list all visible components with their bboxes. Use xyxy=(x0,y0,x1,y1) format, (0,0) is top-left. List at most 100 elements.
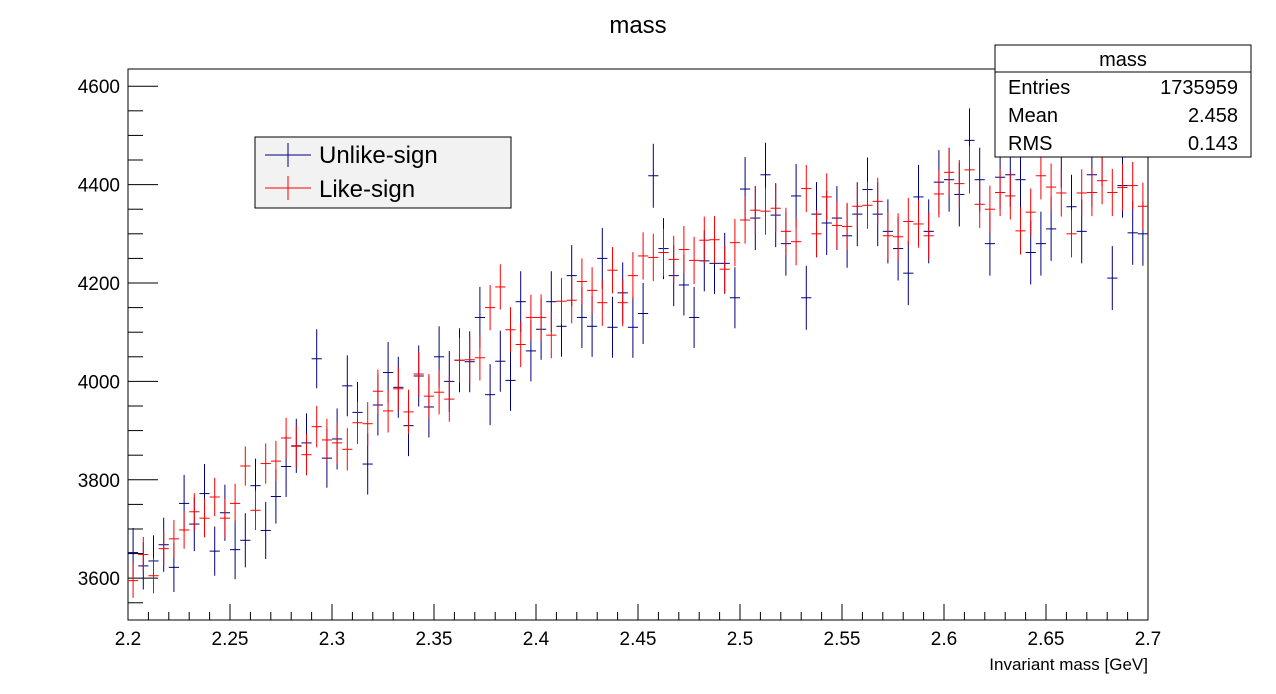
data-point xyxy=(678,225,689,274)
data-point xyxy=(454,337,465,383)
data-point xyxy=(332,421,343,465)
x-tick-label: 2.5 xyxy=(727,629,753,650)
data-point xyxy=(1117,163,1128,212)
data-point xyxy=(1107,246,1118,311)
data-point xyxy=(648,233,659,282)
data-point xyxy=(148,558,159,594)
y-tick-label: 3600 xyxy=(78,569,120,590)
data-point xyxy=(862,181,873,229)
x-tick-label: 2.4 xyxy=(523,629,550,650)
data-point xyxy=(587,267,598,314)
stats-mean-label: Mean xyxy=(1008,105,1058,127)
x-tick-label: 2.7 xyxy=(1135,629,1161,650)
data-point xyxy=(464,337,475,383)
data-point xyxy=(944,148,955,196)
data-point xyxy=(168,520,179,558)
y-tick-label: 4200 xyxy=(78,274,120,295)
data-point xyxy=(995,168,1006,217)
data-point xyxy=(954,160,965,208)
legend-label-like-sign: Like-sign xyxy=(319,176,415,203)
data-point xyxy=(974,180,985,228)
data-point xyxy=(219,498,230,538)
data-point xyxy=(1076,169,1087,217)
data-point xyxy=(729,267,740,329)
data-point xyxy=(576,258,587,305)
data-point xyxy=(485,284,496,331)
data-point xyxy=(128,563,139,598)
x-tick-label: 2.25 xyxy=(212,629,249,650)
data-point xyxy=(627,252,638,300)
data-point xyxy=(658,228,669,277)
data-point xyxy=(1035,152,1046,200)
data-point xyxy=(638,232,649,280)
x-tick-label: 2.6 xyxy=(931,629,957,650)
data-point xyxy=(648,143,659,208)
data-point xyxy=(1015,207,1026,255)
x-axis: 2.2 2.25 2.3 2.35 2.4 2.45 2.5 2.55 2.6 2.65 2.7 xyxy=(115,604,1161,650)
data-point xyxy=(291,425,302,467)
data-point xyxy=(1046,163,1057,211)
stats-box-title: mass xyxy=(1099,49,1147,71)
data-point xyxy=(434,370,445,415)
data-point xyxy=(485,364,496,426)
y-tick-label: 4600 xyxy=(78,77,120,98)
data-point xyxy=(627,296,638,358)
data-point xyxy=(423,374,434,419)
data-point xyxy=(352,401,363,444)
x-tick-label: 2.55 xyxy=(824,629,861,650)
data-point xyxy=(393,367,404,411)
data-point xyxy=(240,513,251,568)
data-point xyxy=(699,216,710,264)
data-point xyxy=(250,490,261,530)
data-point xyxy=(209,526,220,576)
y-tick-label: 3800 xyxy=(78,471,120,492)
data-point xyxy=(801,164,812,213)
data-point xyxy=(852,182,863,230)
data-point xyxy=(138,536,149,573)
data-point xyxy=(413,351,424,397)
data-point xyxy=(872,177,883,225)
data-point xyxy=(342,355,353,417)
data-point xyxy=(158,530,169,567)
chart-title: mass xyxy=(609,12,666,39)
data-point xyxy=(607,247,618,294)
data-point xyxy=(474,335,485,381)
legend-entry-like-sign: Like-sign xyxy=(265,176,415,203)
data-point xyxy=(362,402,373,446)
data-point xyxy=(525,294,536,341)
stats-rms-value: 0.143 xyxy=(1188,133,1238,155)
series-like-sign xyxy=(128,146,1148,598)
data-point xyxy=(719,245,730,293)
data-point xyxy=(882,212,893,260)
data-point xyxy=(831,201,842,250)
data-point xyxy=(536,294,547,341)
data-point xyxy=(893,213,904,261)
data-point xyxy=(1025,188,1036,236)
data-point xyxy=(311,405,322,448)
data-point xyxy=(760,187,771,235)
x-axis-title: Invariant mass [GeV] xyxy=(989,655,1148,674)
data-point xyxy=(444,376,455,422)
data-point xyxy=(964,146,975,194)
data-point xyxy=(638,283,649,345)
data-point xyxy=(1035,211,1046,276)
data-point xyxy=(270,440,281,482)
data-point xyxy=(1107,168,1118,217)
data-point xyxy=(505,307,516,353)
data-point xyxy=(811,210,822,258)
data-point xyxy=(750,186,761,234)
data-point xyxy=(617,279,628,327)
legend: Unlike-sign Like-sign xyxy=(254,136,512,209)
data-point xyxy=(505,349,516,411)
stats-entries-label: Entries xyxy=(1008,77,1070,99)
data-point xyxy=(903,241,914,306)
data-point xyxy=(230,520,241,580)
data-point xyxy=(260,443,271,484)
data-point xyxy=(709,216,720,264)
data-point xyxy=(546,312,557,359)
data-point xyxy=(1015,147,1026,212)
data-point xyxy=(1056,169,1067,217)
data-point xyxy=(984,185,995,233)
stats-entries-value: 1735959 xyxy=(1160,77,1238,99)
data-point xyxy=(597,227,608,289)
